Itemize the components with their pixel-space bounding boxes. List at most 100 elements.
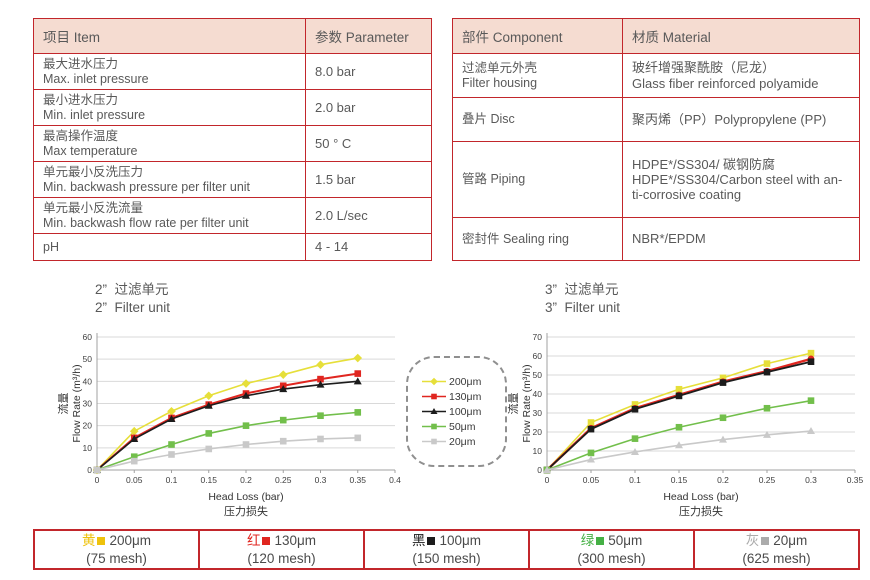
svg-text:0: 0 <box>545 475 550 485</box>
svg-text:30: 30 <box>83 399 93 409</box>
mesh-legend-cell: 黑 100μm (150 mesh) <box>363 531 528 568</box>
table-row: 单元最小反洗压力 Min. backwash pressure per filte… <box>33 161 432 198</box>
svg-text:0.05: 0.05 <box>126 475 143 485</box>
item-cell: pH <box>33 233 306 261</box>
table-row: 单元最小反洗流量 Min. backwash flow rate per filt… <box>33 197 432 234</box>
legend-label: 50μm <box>449 420 476 433</box>
flow-rate-chart-2inch: 0 10 20 30 40 50 60 0 0.05 0.1 0.15 0.2 0.25 0.3 0.35 0… <box>56 332 401 518</box>
mesh-legend-cell: 绿 50μm (300 mesh) <box>528 531 693 568</box>
spec-parameter-table: 项目 Item 参数 Parameter 最大进水压力 Max. inlet pr… <box>33 18 432 261</box>
legend-marker-icon <box>422 438 446 445</box>
color-name-zh: 黑 <box>411 533 426 548</box>
mesh-legend-line1: 绿 50μm <box>530 532 693 550</box>
svg-text:60: 60 <box>533 351 543 361</box>
legend-item: 130μm <box>421 391 505 403</box>
svg-text:Head Loss (bar): Head Loss (bar) <box>663 491 738 503</box>
table-row: 密封件 Sealing ring NBR*/EPDM <box>452 217 860 261</box>
item-cell: 最小进水压力 Min. inlet pressure <box>33 89 306 126</box>
svg-text:70: 70 <box>533 332 543 342</box>
parameter-cell: 2.0 L/sec <box>305 197 432 234</box>
micron-size: 200μm <box>109 533 152 548</box>
svg-text:0.3: 0.3 <box>805 475 817 485</box>
chart-title-2inch: 2” 过滤单元 2” Filter unit <box>95 281 170 316</box>
micron-size: 130μm <box>274 533 317 548</box>
micron-size: 50μm <box>608 533 643 548</box>
table-row: 最小进水压力 Min. inlet pressure 2.0 bar <box>33 89 432 126</box>
mesh-count: (150 mesh) <box>412 551 481 566</box>
item-cell: 单元最小反洗压力 Min. backwash pressure per filte… <box>33 161 306 198</box>
table-row: 管路 Piping HDPE*/SS304/ 碳钢防腐 HDPE*/SS304/Ca… <box>452 141 860 218</box>
mesh-count: (300 mesh) <box>577 551 646 566</box>
legend-label: 130μm <box>449 390 482 403</box>
chart-title-en: 3” Filter unit <box>545 299 621 315</box>
flow-rate-chart-3inch: 0 10 20 30 40 50 60 70 0 0.05 0.1 0.15 0.2 0.25 0.3 0.3… <box>506 332 864 518</box>
component-cell: 叠片 Disc <box>452 97 623 142</box>
table-row: 最大进水压力 Max. inlet pressure 8.0 bar <box>33 53 432 90</box>
legend-item: 100μm <box>421 406 505 418</box>
svg-text:10: 10 <box>533 446 543 456</box>
table-header-row: 项目 Item 参数 Parameter <box>33 18 432 54</box>
mesh-legend-line1: 黄 200μm <box>35 532 198 550</box>
material-table-body: 过滤单元外壳 Filter housing 玻纤增强聚酰胺（尼龙） Glass fib… <box>452 53 860 261</box>
material-cell: 玻纤增强聚酰胺（尼龙） Glass fiber reinforced polyam… <box>622 53 860 98</box>
mesh-legend-line1: 灰 20μm <box>695 532 858 550</box>
parameter-cell: 4 - 14 <box>305 233 432 261</box>
chart-title-zh: 2” 过滤单元 <box>95 282 169 297</box>
svg-text:流量: 流量 <box>506 393 520 415</box>
item-cell: 单元最小反洗流量 Min. backwash flow rate per filt… <box>33 197 306 234</box>
column-header-item: 项目 Item <box>33 18 306 54</box>
legend-item: 200μm <box>421 376 505 388</box>
svg-text:0.1: 0.1 <box>629 475 641 485</box>
svg-text:0: 0 <box>537 465 542 475</box>
color-name-zh: 红 <box>246 533 261 548</box>
parameter-cell: 50 ° C <box>305 125 432 162</box>
svg-text:0.25: 0.25 <box>275 475 292 485</box>
color-name-zh: 黄 <box>81 533 96 548</box>
color-swatch-icon <box>427 537 436 545</box>
svg-text:0.05: 0.05 <box>583 475 600 485</box>
chart-title-3inch: 3” 过滤单元 3” Filter unit <box>545 281 620 316</box>
material-cell: 聚丙烯（PP）Polypropylene (PP) <box>622 97 860 142</box>
svg-text:20: 20 <box>533 427 543 437</box>
color-swatch-icon <box>97 537 106 545</box>
svg-text:0: 0 <box>87 465 92 475</box>
table-row: pH 4 - 14 <box>33 233 432 261</box>
mesh-legend-bar: 黄 200μm (75 mesh) 红 130μm (120 mesh) 黑 100μm (15… <box>33 529 860 570</box>
svg-text:10: 10 <box>83 443 93 453</box>
svg-text:压力损失: 压力损失 <box>679 504 723 518</box>
legend-item: 50μm <box>421 421 505 433</box>
color-name-zh: 绿 <box>580 533 595 548</box>
svg-text:50: 50 <box>83 354 93 364</box>
color-swatch-icon <box>262 537 271 545</box>
svg-text:0.2: 0.2 <box>240 475 252 485</box>
spec-table-body: 最大进水压力 Max. inlet pressure 8.0 bar 最小进水压力 Mi… <box>33 53 432 261</box>
svg-text:0.35: 0.35 <box>349 475 366 485</box>
color-name-zh: 灰 <box>745 533 760 548</box>
color-swatch-icon <box>596 537 605 545</box>
mesh-legend-line1: 红 130μm <box>200 532 363 550</box>
legend-marker-icon <box>422 393 446 400</box>
svg-text:40: 40 <box>533 389 543 399</box>
mesh-legend-cell: 黄 200μm (75 mesh) <box>35 531 198 568</box>
svg-text:20: 20 <box>83 421 93 431</box>
svg-text:Head Loss (bar): Head Loss (bar) <box>208 491 283 503</box>
svg-text:0.1: 0.1 <box>166 475 178 485</box>
component-cell: 密封件 Sealing ring <box>452 217 623 261</box>
table-row: 叠片 Disc 聚丙烯（PP）Polypropylene (PP) <box>452 97 860 142</box>
parameter-cell: 1.5 bar <box>305 161 432 198</box>
mesh-legend-cell: 红 130μm (120 mesh) <box>198 531 363 568</box>
table-row: 最高操作温度 Max temperature 50 ° C <box>33 125 432 162</box>
legend-marker-icon <box>422 408 446 414</box>
item-cell: 最大进水压力 Max. inlet pressure <box>33 53 306 90</box>
svg-text:40: 40 <box>83 376 93 386</box>
svg-text:0.35: 0.35 <box>847 475 864 485</box>
svg-text:0: 0 <box>95 475 100 485</box>
parameter-cell: 8.0 bar <box>305 53 432 90</box>
svg-text:0.3: 0.3 <box>315 475 327 485</box>
svg-text:流量: 流量 <box>56 393 70 415</box>
legend-marker-icon <box>422 377 446 386</box>
chart-title-en: 2” Filter unit <box>95 299 171 315</box>
legend-label: 20μm <box>449 435 476 448</box>
color-swatch-icon <box>761 537 770 545</box>
